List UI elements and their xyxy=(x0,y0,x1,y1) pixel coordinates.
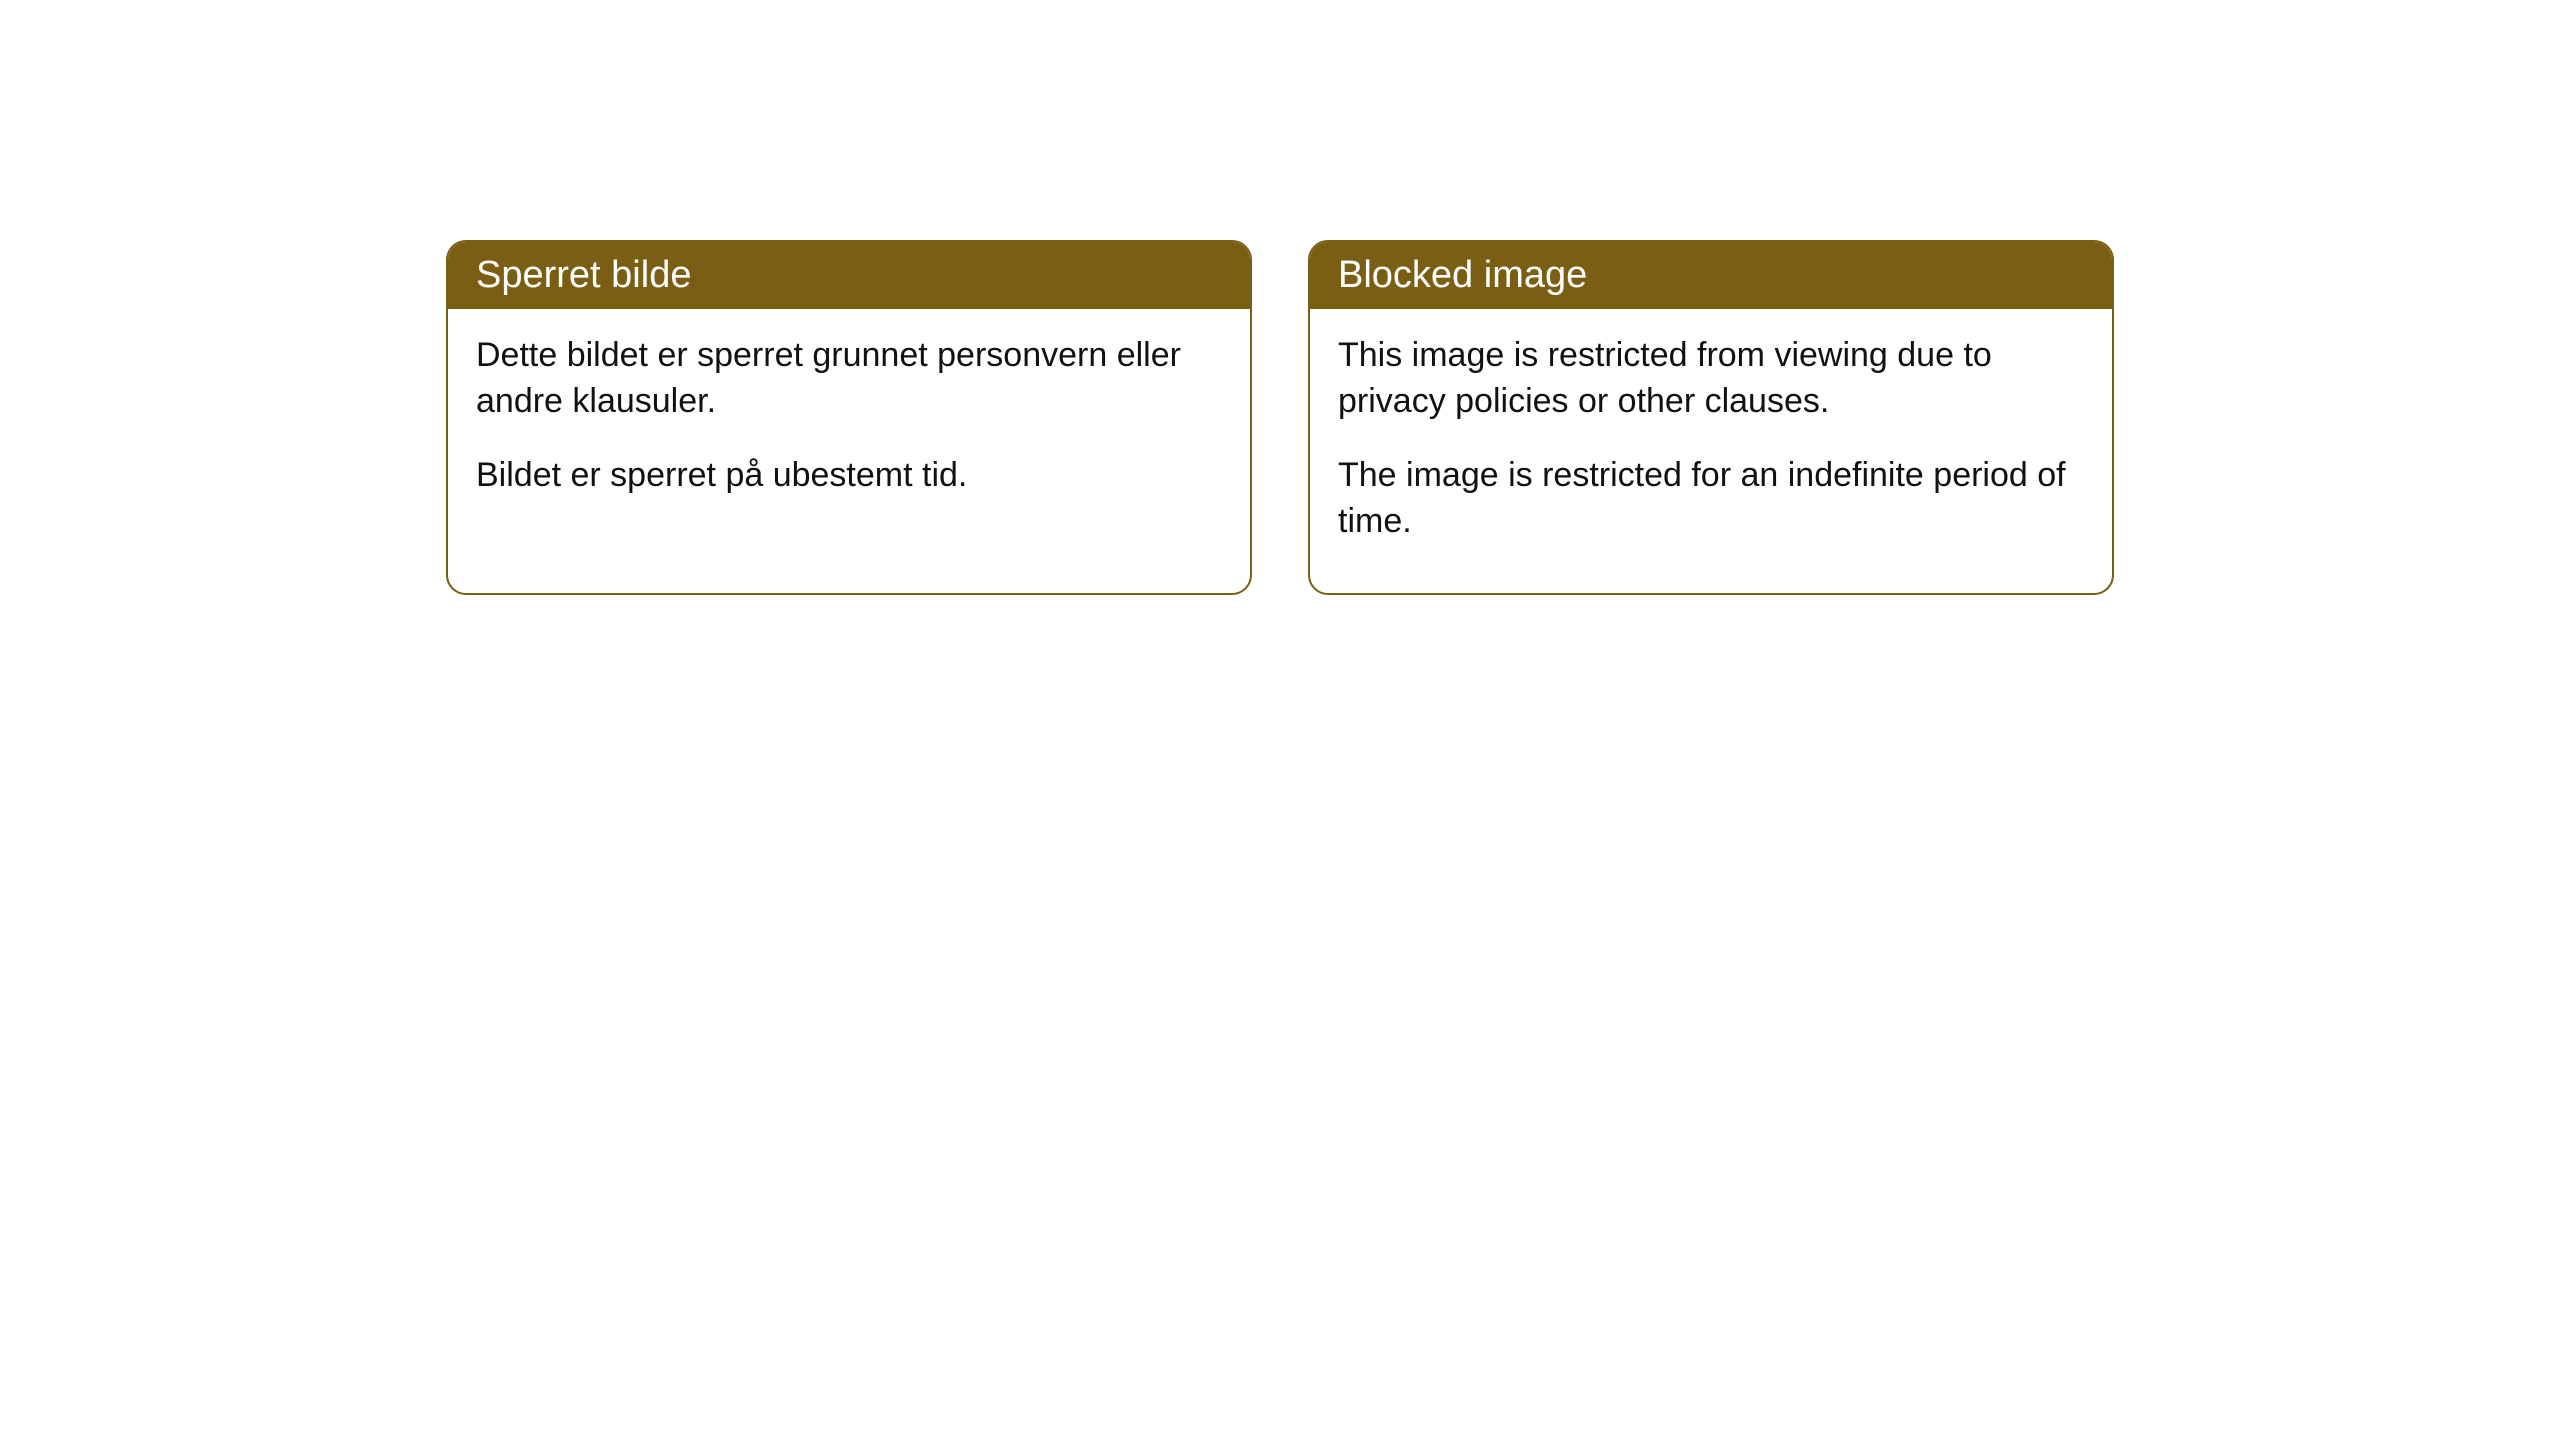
card-body: This image is restricted from viewing du… xyxy=(1310,309,2112,593)
cards-container: Sperret bilde Dette bildet er sperret gr… xyxy=(446,240,2114,595)
card-title: Blocked image xyxy=(1338,254,1587,296)
card-paragraph: The image is restricted for an indefinit… xyxy=(1338,453,2084,545)
card-paragraph: This image is restricted from viewing du… xyxy=(1338,333,2084,425)
card-paragraph: Bildet er sperret på ubestemt tid. xyxy=(476,453,1222,499)
blocked-image-card-no: Sperret bilde Dette bildet er sperret gr… xyxy=(446,240,1252,595)
card-paragraph: Dette bildet er sperret grunnet personve… xyxy=(476,333,1222,425)
card-header: Sperret bilde xyxy=(448,242,1250,309)
card-header: Blocked image xyxy=(1310,242,2112,309)
blocked-image-card-en: Blocked image This image is restricted f… xyxy=(1308,240,2114,595)
card-body: Dette bildet er sperret grunnet personve… xyxy=(448,309,1250,547)
card-title: Sperret bilde xyxy=(476,254,691,296)
